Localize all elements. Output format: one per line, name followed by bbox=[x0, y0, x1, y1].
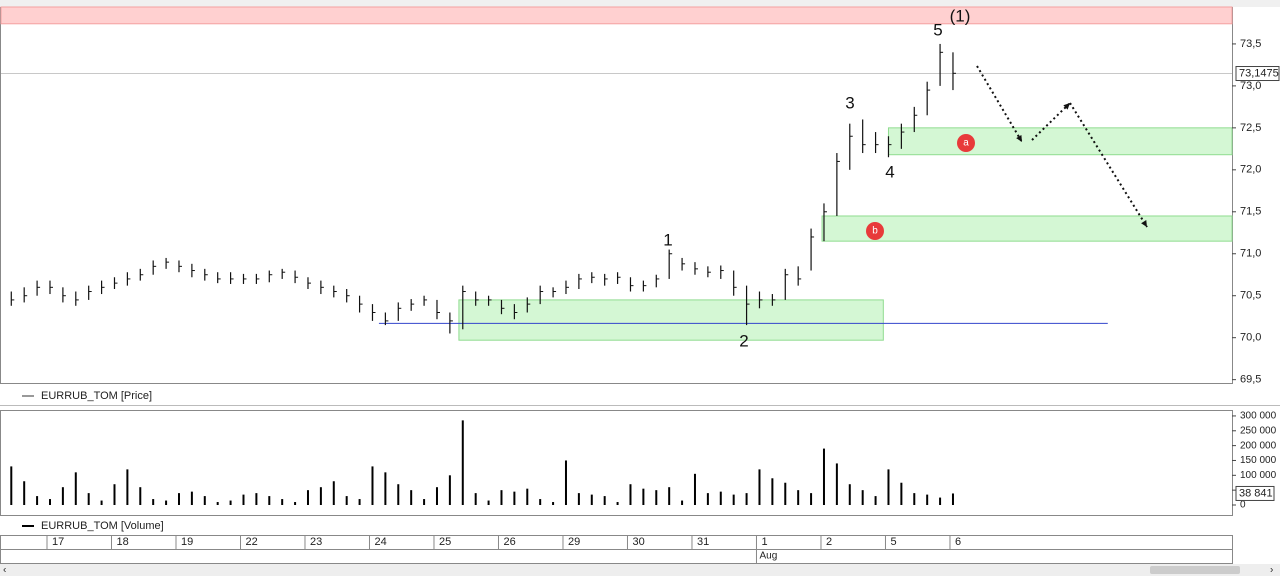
wave-label: 3 bbox=[845, 93, 854, 112]
x-tick-label: 23 bbox=[310, 536, 322, 548]
y-tick-label: 70,5 bbox=[1240, 290, 1261, 302]
x-tick-label: 19 bbox=[181, 536, 193, 548]
y-tick-label: 71,0 bbox=[1240, 248, 1261, 260]
x-tick-label: 1 bbox=[761, 536, 767, 548]
y-tick-label: 69,5 bbox=[1240, 374, 1261, 386]
x-tick-label: 25 bbox=[439, 536, 451, 548]
x-tick-label: 2 bbox=[826, 536, 832, 548]
forecast-arrow bbox=[1031, 102, 1071, 141]
x-tick-label: 5 bbox=[890, 536, 896, 548]
y-tick-label: 73,0 bbox=[1240, 80, 1261, 92]
y-tick-label: 70,0 bbox=[1240, 332, 1261, 344]
scroll-thumb[interactable] bbox=[1150, 566, 1240, 574]
x-tick-label: 17 bbox=[52, 536, 64, 548]
legend-price: EURRUB_TOM [Price] bbox=[41, 390, 152, 402]
x-tick-label: 29 bbox=[568, 536, 580, 548]
y-tick-label: 72,5 bbox=[1240, 122, 1261, 134]
arrow-head bbox=[1016, 135, 1022, 142]
v-tick-label: 150 000 bbox=[1240, 455, 1277, 466]
scroll-right[interactable]: › bbox=[1270, 565, 1273, 576]
y-tick-label: 73,5 bbox=[1240, 38, 1261, 50]
wave-label: 4 bbox=[885, 162, 894, 181]
marker bbox=[866, 222, 884, 240]
x-tick-label: 18 bbox=[116, 536, 128, 548]
x-tick-label: 30 bbox=[632, 536, 644, 548]
zone bbox=[887, 127, 1233, 156]
marker-label: b bbox=[872, 226, 878, 237]
v-tick-label: 300 000 bbox=[1240, 411, 1277, 422]
last-volume-label: 38 841 bbox=[1239, 487, 1273, 499]
wave-label: 5 bbox=[933, 20, 942, 39]
last-price-label: 73,1475 bbox=[1239, 67, 1279, 79]
forecast-arrow bbox=[1069, 102, 1148, 228]
x-tick-label: 22 bbox=[245, 536, 257, 548]
resistance-band bbox=[0, 6, 1233, 25]
x-tick-label: 24 bbox=[374, 536, 386, 548]
v-tick-label: 100 000 bbox=[1240, 470, 1277, 481]
y-tick-label: 72,0 bbox=[1240, 164, 1261, 176]
top-bar bbox=[0, 0, 1280, 7]
x-tick-label: 31 bbox=[697, 536, 709, 548]
last-volume-box bbox=[1235, 485, 1275, 501]
month-label: Aug bbox=[759, 551, 777, 562]
legend-volume: EURRUB_TOM [Volume] bbox=[41, 520, 164, 532]
last-price-box bbox=[1235, 66, 1280, 82]
x-tick-label: 6 bbox=[955, 536, 961, 548]
scroll-left[interactable]: ‹ bbox=[3, 565, 6, 576]
wave-label: 2 bbox=[739, 331, 748, 350]
v-tick-label: 250 000 bbox=[1240, 425, 1277, 436]
wave-label: (1) bbox=[950, 6, 971, 25]
x-tick-label: 26 bbox=[503, 536, 515, 548]
zone bbox=[458, 299, 884, 341]
arrow-head bbox=[1141, 220, 1147, 227]
v-tick-label: 200 000 bbox=[1240, 440, 1277, 451]
arrow-head bbox=[1063, 103, 1070, 110]
scrollbar[interactable] bbox=[0, 564, 1280, 576]
v-tick-label: 0 bbox=[1240, 500, 1246, 511]
y-tick-label: 71,5 bbox=[1240, 206, 1261, 218]
marker-label: a bbox=[963, 138, 969, 149]
marker bbox=[957, 134, 975, 152]
wave-label: 1 bbox=[663, 230, 672, 249]
volume-pane bbox=[0, 410, 1233, 516]
zone bbox=[821, 215, 1233, 242]
